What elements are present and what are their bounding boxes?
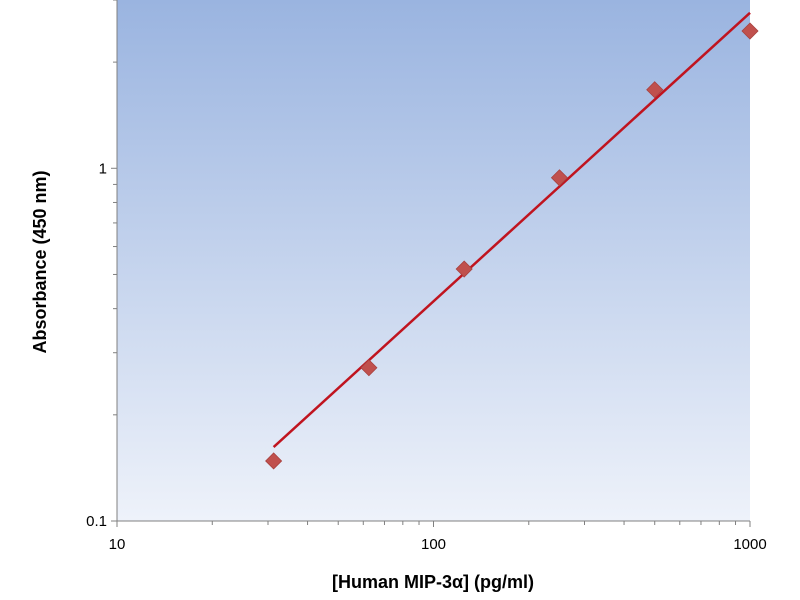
data-point: [741, 22, 759, 40]
fit-line: [272, 11, 751, 449]
data-point: [360, 359, 378, 377]
x-tick-label: 10: [109, 536, 126, 553]
data-point: [550, 169, 569, 187]
y-tick-label: 0.1: [86, 513, 107, 530]
x-tick-label: 1000: [733, 536, 766, 553]
data-point: [265, 452, 283, 470]
x-tick-label: 100: [421, 536, 446, 553]
plot-area: [117, 0, 750, 521]
y-tick-label: 1: [99, 160, 107, 177]
data-point: [455, 260, 473, 278]
data-point: [646, 81, 664, 99]
x-axis-label: [Human MIP-3α] (pg/ml): [332, 572, 534, 592]
y-axis-label: Absorbance (450 nm): [30, 170, 50, 353]
